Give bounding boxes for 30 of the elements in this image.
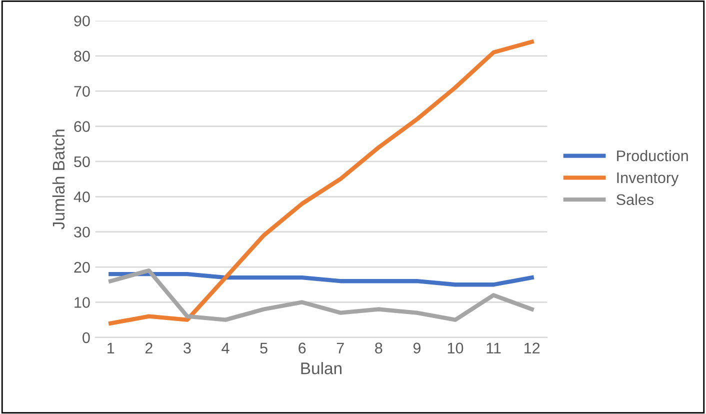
y-tick-label: 70 bbox=[74, 86, 90, 97]
x-tick-label: 3 bbox=[184, 342, 191, 354]
x-tick-label: 11 bbox=[486, 342, 501, 354]
y-tick-label: 40 bbox=[74, 192, 90, 202]
x-tick-label: 10 bbox=[448, 342, 464, 354]
y-axis-title: Jumlah Batch bbox=[52, 130, 65, 230]
y-tick-label: 60 bbox=[74, 121, 90, 132]
line-series bbox=[108, 40, 534, 326]
y-tick-label: 20 bbox=[74, 262, 90, 273]
y-tick-label: 90 bbox=[74, 16, 90, 26]
legend-label: Production bbox=[617, 150, 688, 162]
y-tick-label: 80 bbox=[74, 50, 90, 62]
x-tick-label: 4 bbox=[222, 342, 230, 354]
x-tick-label: 7 bbox=[336, 342, 344, 354]
line-series bbox=[108, 272, 534, 287]
legend-label: Sales bbox=[616, 194, 654, 206]
x-tick-label: 5 bbox=[260, 342, 268, 354]
x-tick-label: 6 bbox=[298, 342, 306, 354]
x-tick-label: 9 bbox=[413, 342, 420, 354]
y-tick-label: 30 bbox=[74, 226, 90, 238]
x-tick-label: 1 bbox=[108, 342, 114, 354]
line-series bbox=[108, 268, 534, 322]
y-tick-label: 0 bbox=[82, 332, 90, 344]
x-axis-title: Bulan bbox=[301, 362, 342, 374]
x-tick-label: 12 bbox=[524, 342, 540, 354]
x-tick-label: 8 bbox=[375, 342, 382, 354]
y-tick-label: 10 bbox=[74, 297, 90, 308]
y-tick-label: 50 bbox=[74, 156, 90, 168]
x-tick-label: 2 bbox=[145, 342, 152, 354]
legend-label: Inventory bbox=[617, 172, 679, 186]
